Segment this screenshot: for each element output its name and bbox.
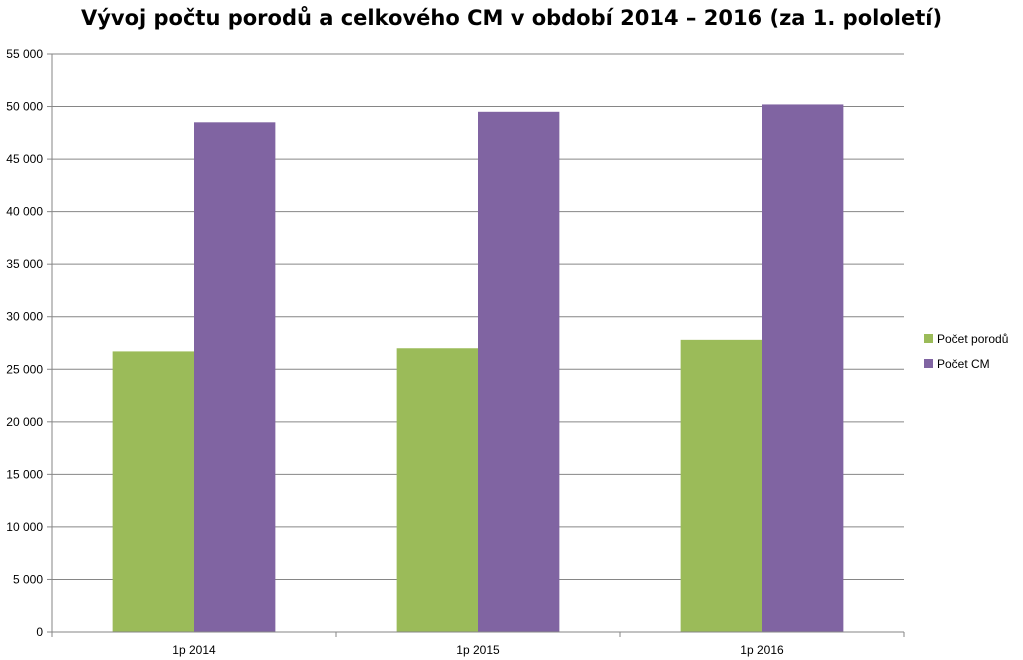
y-tick-label: 25 000: [6, 362, 43, 376]
legend-label: Počet porodů: [937, 332, 1008, 346]
bar: [478, 111, 560, 633]
y-tick-label: 20 000: [6, 415, 43, 429]
x-axis-tick-labels: 1p 2014 1p 2015 1p 2016: [172, 643, 784, 657]
y-axis-tick-labels: 0 5 000 10 000 15 000 20 000 25 000 30 000 35 0…: [6, 47, 43, 639]
y-tick-label: 55 000: [6, 47, 43, 61]
bar: [762, 104, 844, 633]
x-tick-label: 1p 2015: [456, 643, 500, 657]
bar: [194, 122, 276, 633]
x-tick-label: 1p 2014: [172, 643, 216, 657]
y-tick-label: 45 000: [6, 152, 43, 166]
legend-swatch: [924, 334, 933, 343]
legend-swatch: [924, 359, 933, 368]
bar: [680, 339, 762, 632]
bars: [112, 104, 844, 633]
y-tick-label: 0: [36, 625, 43, 639]
legend: Počet porodů Počet CM: [924, 332, 1008, 371]
y-tick-label: 30 000: [6, 310, 43, 324]
y-tick-label: 10 000: [6, 520, 43, 534]
x-tick-label: 1p 2016: [740, 643, 784, 657]
legend-label: Počet CM: [937, 357, 990, 371]
chart-title: Vývoj počtu porodů a celkového CM v obdo…: [80, 6, 943, 30]
y-tick-label: 35 000: [6, 257, 43, 271]
bar: [396, 348, 478, 632]
y-tick-label: 40 000: [6, 205, 43, 219]
y-tick-label: 50 000: [6, 100, 43, 114]
y-tick-label: 5 000: [13, 572, 43, 586]
bar: [112, 351, 194, 632]
y-tick-label: 15 000: [6, 467, 43, 481]
axes: [47, 53, 905, 637]
